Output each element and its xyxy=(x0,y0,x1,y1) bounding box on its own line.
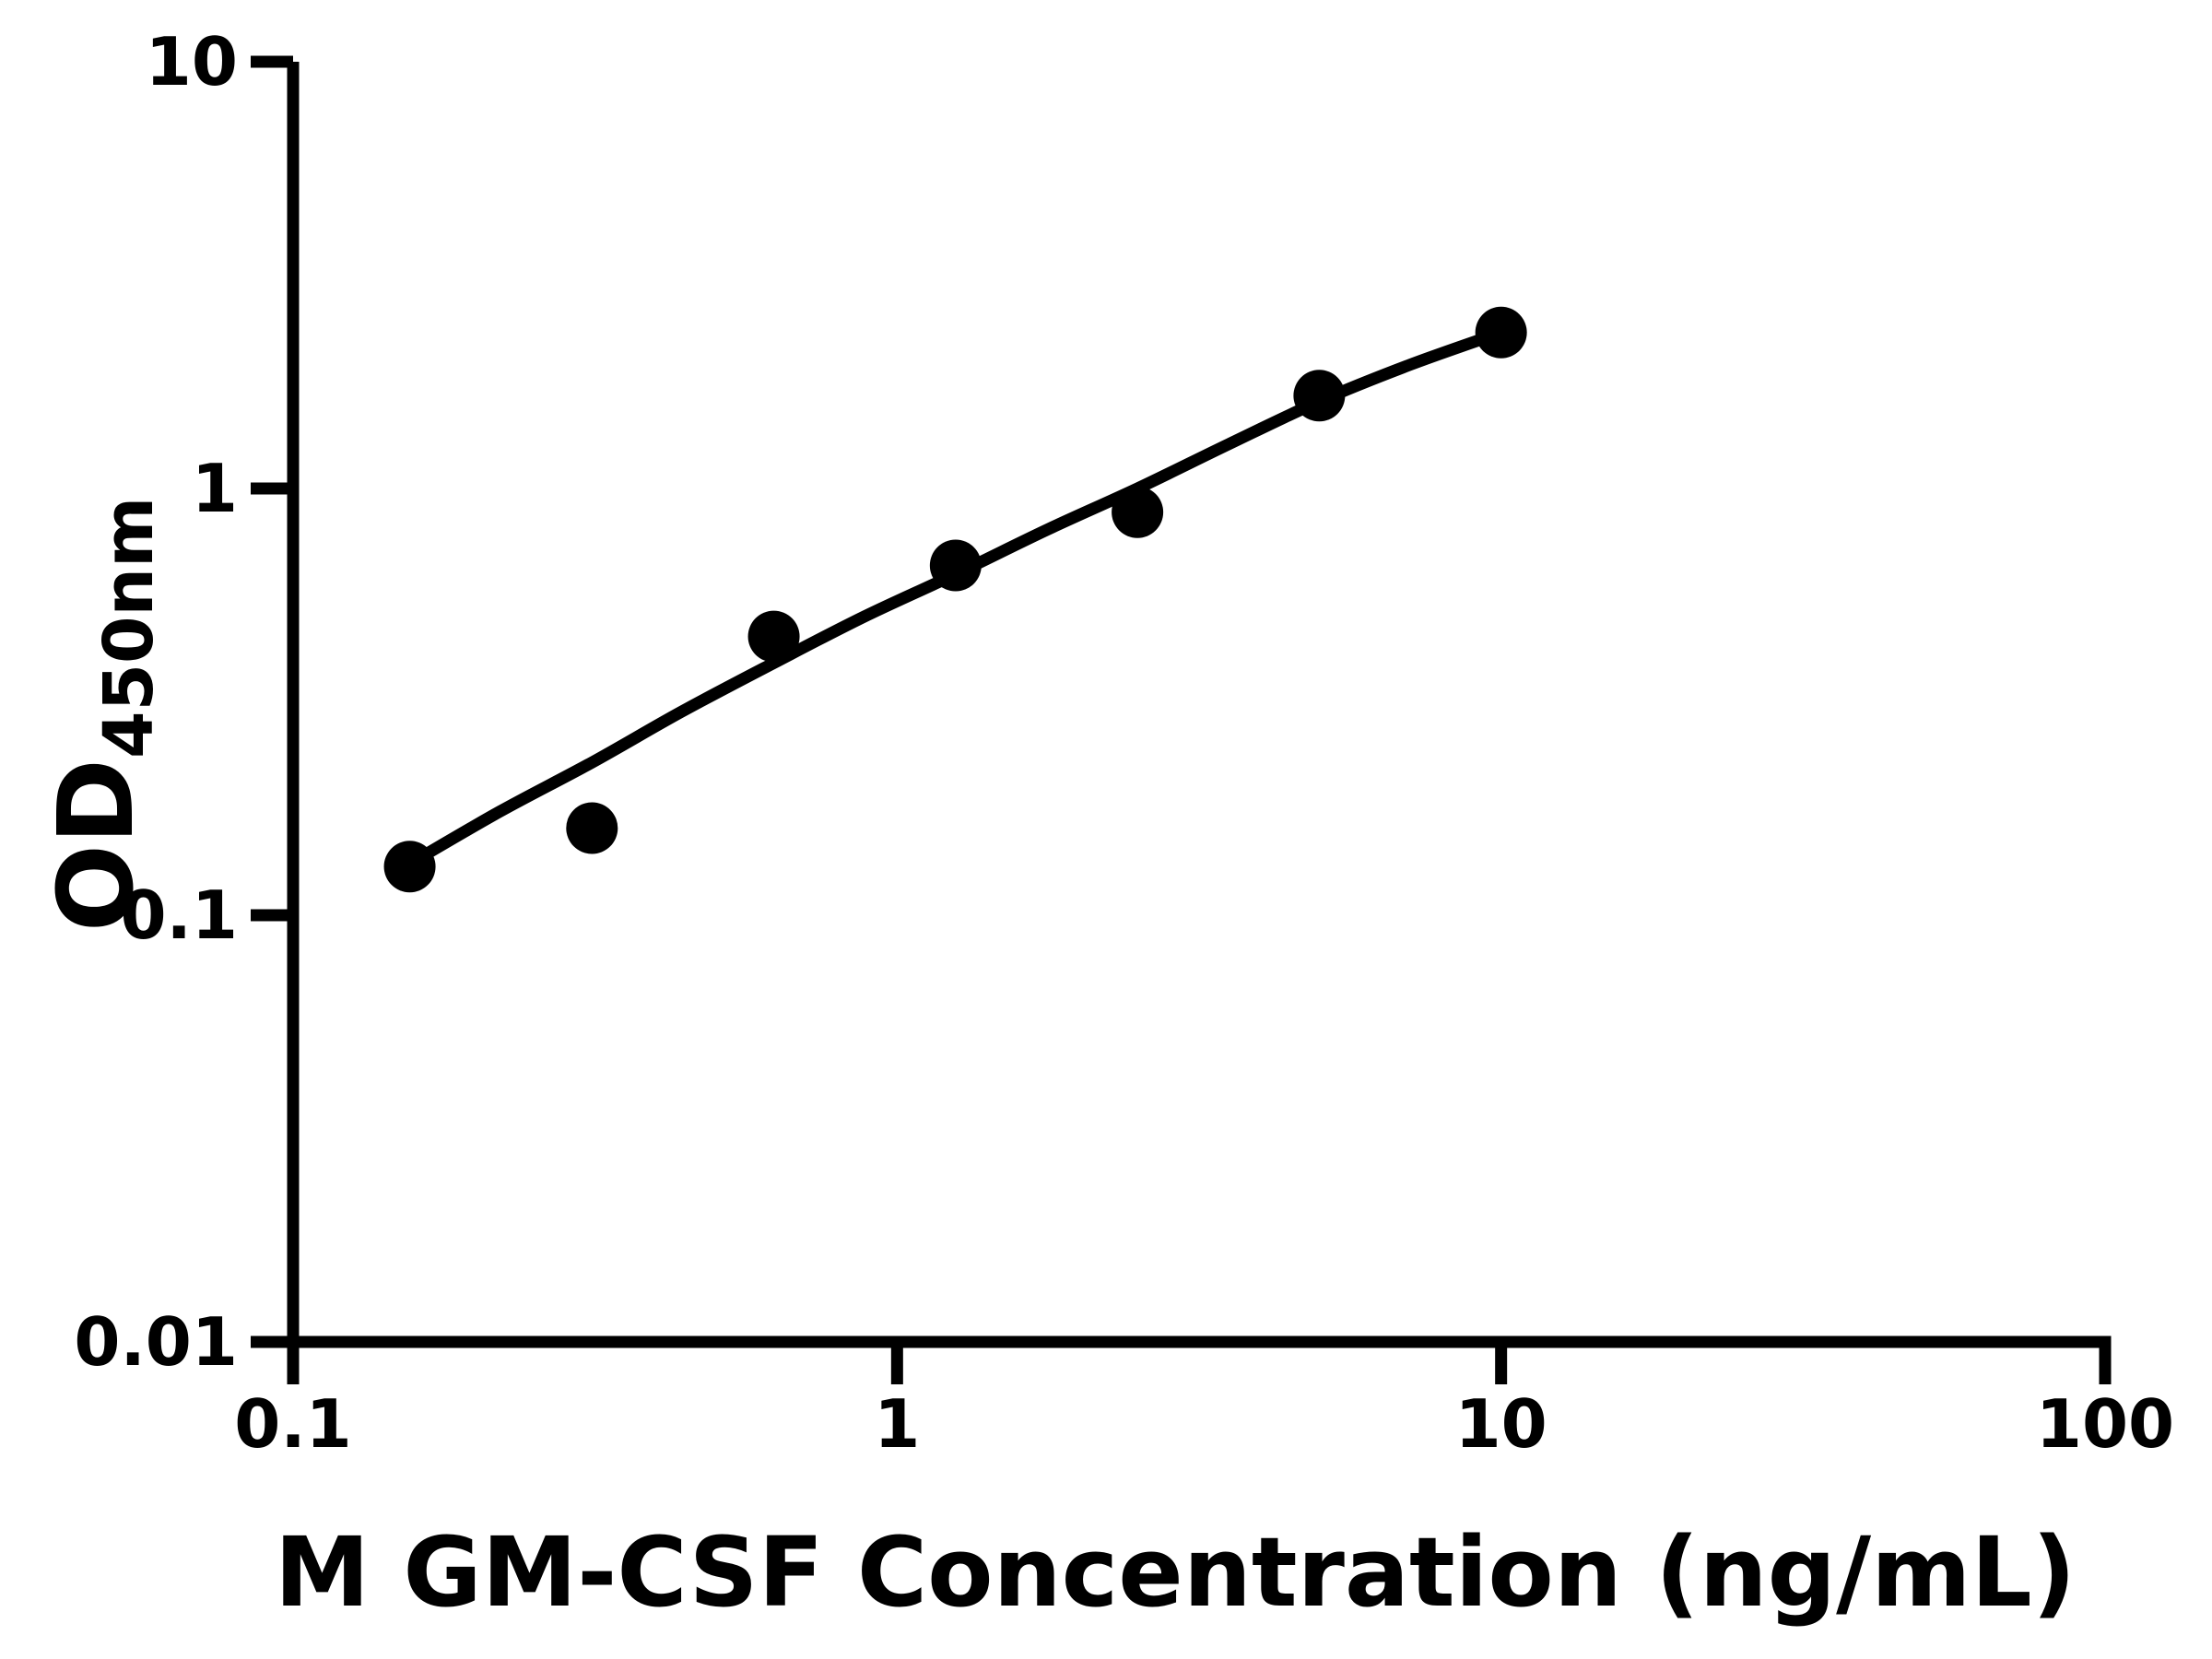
x-tick-label: 0.1 xyxy=(234,1385,352,1463)
data-point xyxy=(1475,306,1527,359)
y-tick-label: 0.01 xyxy=(74,1303,238,1381)
data-point xyxy=(929,539,982,592)
x-tick-label: 10 xyxy=(1455,1385,1547,1463)
x-axis-title: M GM-CSF Concentration (ng/mL) xyxy=(138,1516,2212,1629)
y-axis-title-subscript: 450nm xyxy=(89,496,169,759)
y-tick-label: 1 xyxy=(192,450,238,527)
x-axis-title-text: M GM-CSF Concentration (ng/mL) xyxy=(274,1516,2077,1629)
data-point xyxy=(1293,370,1346,422)
y-axis-title: OD450nm xyxy=(37,497,169,933)
y-tick-label: 10 xyxy=(146,23,238,100)
data-point xyxy=(747,610,800,663)
y-tick-label: 0.1 xyxy=(120,877,238,954)
x-tick-label: 1 xyxy=(874,1385,920,1463)
x-tick-label: 100 xyxy=(2036,1385,2174,1463)
data-point xyxy=(1112,486,1164,538)
y-axis-title-main: OD xyxy=(37,759,157,933)
data-point xyxy=(383,841,436,893)
data-point xyxy=(566,802,618,854)
